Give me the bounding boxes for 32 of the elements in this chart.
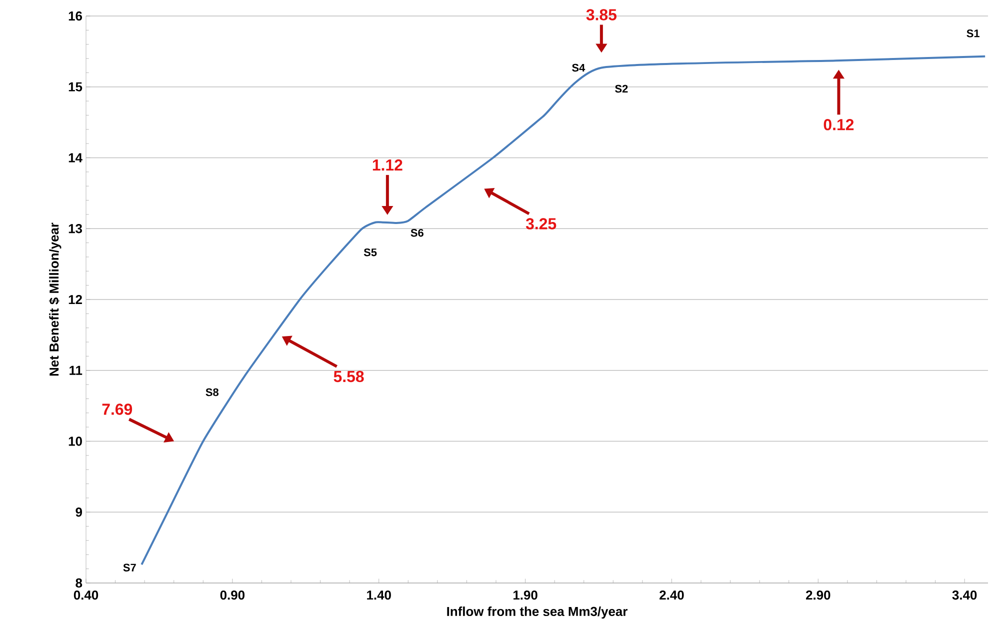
- y-tick-label: 16: [68, 11, 82, 21]
- x-tick-label: 0.40: [74, 590, 98, 600]
- x-tick-label: 2.90: [806, 590, 830, 600]
- annotation: S6: [410, 228, 424, 237]
- x-axis-title: Inflow from the sea Mm3/year: [447, 606, 628, 619]
- x-tick-label: 3.40: [952, 590, 977, 600]
- y-tick-label: 11: [70, 366, 82, 375]
- annotation: S8: [206, 388, 219, 396]
- y-tick-label: 12: [68, 294, 82, 304]
- annotation: 1.12: [372, 159, 402, 171]
- y-tick-label: 14: [68, 153, 82, 162]
- x-tick-label: 0.90: [220, 590, 244, 600]
- y-tick-label: 10: [68, 436, 82, 446]
- annotation: S7: [123, 564, 136, 572]
- annotation: 3.85: [586, 9, 616, 20]
- line-series: [140, 55, 986, 566]
- annotation: 5.58: [334, 370, 364, 382]
- annotation: 7.69: [102, 404, 132, 415]
- annotation: S2: [615, 84, 628, 93]
- annotation: S5: [364, 248, 377, 256]
- x-tick-label: 2.40: [660, 590, 684, 600]
- y-tick-label: 13: [68, 224, 82, 234]
- y-axis-title: Net Benefit $ Million/year: [48, 222, 62, 376]
- y-tick-label: 15: [68, 82, 82, 92]
- annotation: 0.12: [824, 119, 854, 130]
- annotation: S1: [966, 30, 980, 38]
- annotation: 3.25: [526, 218, 556, 230]
- y-tick-label: 8: [76, 578, 82, 588]
- x-tick-label: 1.40: [367, 590, 391, 600]
- annotation: S4: [572, 64, 586, 72]
- y-tick-label: 9: [76, 508, 82, 517]
- x-tick-label: 1.90: [514, 590, 538, 600]
